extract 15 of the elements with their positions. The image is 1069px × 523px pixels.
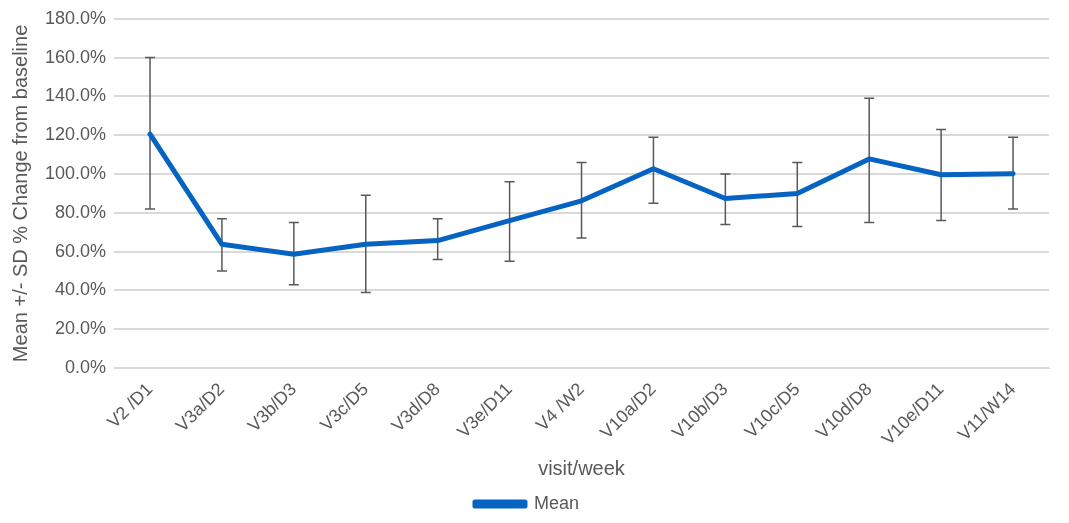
y-axis-title: Mean +/- SD % Change from baseline: [8, 24, 31, 363]
y-tick-label: 160.0%: [44, 46, 107, 67]
y-tick-label: 0.0%: [65, 357, 107, 378]
y-tick-label: 100.0%: [44, 163, 107, 183]
y-tick-label: 180.0%: [44, 7, 107, 28]
y-tick-label: 60.0%: [55, 240, 107, 261]
y-tick-label: 120.0%: [44, 124, 107, 145]
x-axis-title: visit/week: [538, 456, 626, 479]
x-tick-label: V4 /W2: [531, 378, 588, 435]
x-tick-label: V2 /D1: [103, 378, 157, 432]
y-tick-label: 40.0%: [55, 279, 107, 300]
y-tick-label: 80.0%: [55, 201, 107, 222]
y-tick-label: 140.0%: [44, 85, 107, 106]
y-tick-label: 20.0%: [55, 318, 107, 339]
legend-label: Mean: [533, 492, 580, 513]
